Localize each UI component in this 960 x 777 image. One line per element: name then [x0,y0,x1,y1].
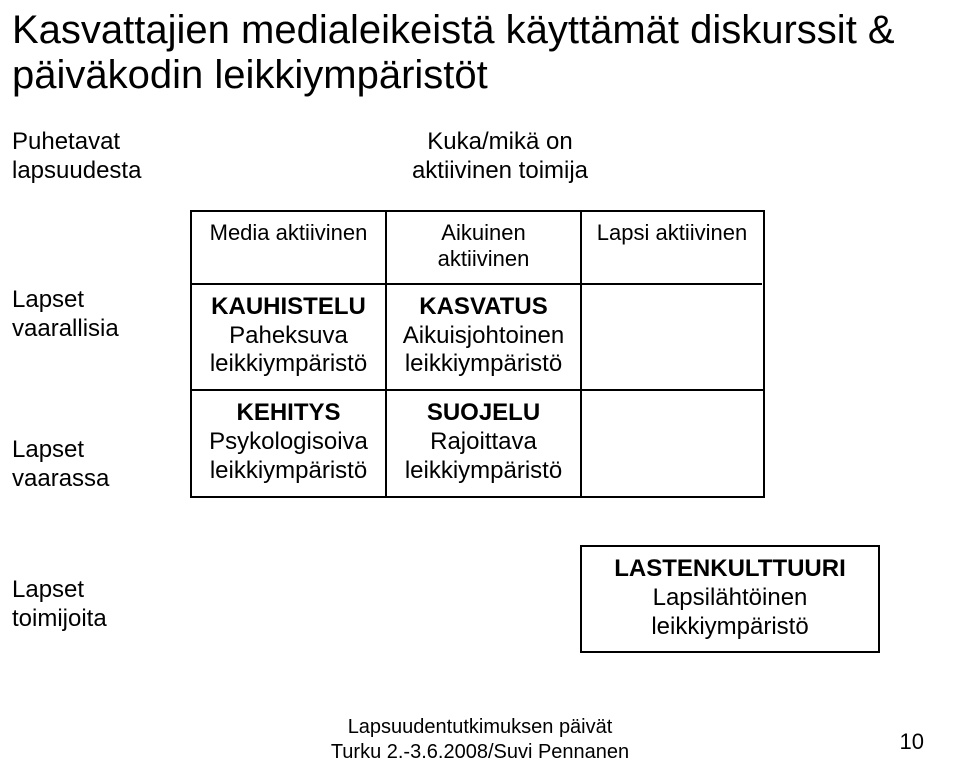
page-number: 10 [900,729,924,755]
row-axis-label-l1: Puhetavat [12,128,120,155]
cell-r2c3 [582,391,762,495]
grid-header-row: Media aktiivinen Aikuinen aktiivinen Lap… [192,212,763,285]
footer: Lapsuudentutkimuksen päivät Turku 2.-3.6… [0,715,960,765]
column-axis-label-l2: aktiivinen toimija [412,157,588,184]
cell-r2c2-title: SUOJELU [427,399,540,426]
footer-l1: Lapsuudentutkimuksen päivät [348,716,613,738]
child-culture-l3: leikkiympäristö [651,613,808,640]
cell-r1c2-l3: leikkiympäristö [405,350,562,377]
col-3-header: Lapsi aktiivinen [582,212,762,285]
child-culture-box: LASTENKULTTUURI Lapsilähtöinen leikkiymp… [580,545,880,653]
row-3-label-l2: toimijoita [12,605,107,632]
page-title: Kasvattajien medialeikeistä käyttämät di… [12,8,932,98]
cell-r1c1-l3: leikkiympäristö [210,350,367,377]
cell-r2c1-l2: Psykologisoiva [209,428,368,455]
row-1-label-l2: vaarallisia [12,315,119,342]
cell-r1c1-l2: Paheksuva [229,322,348,349]
row-2-label-l1: Lapset [12,436,84,463]
cell-r2c1-title: KEHITYS [236,399,340,426]
cell-r1c2-l2: Aikuisjohtoinen [403,322,564,349]
cell-r1c1-title: KAUHISTELU [211,293,366,320]
row-2-label: Lapset vaarassa [12,436,109,494]
cell-r1c3 [582,285,762,389]
col-2-header: Aikuinen aktiivinen [387,212,582,285]
cell-r2c1-l3: leikkiympäristö [210,457,367,484]
row-axis-label-l2: lapsuudesta [12,157,141,184]
row-3-label: Lapset toimijoita [12,576,107,634]
col-1-header: Media aktiivinen [192,212,387,285]
column-axis-label-l1: Kuka/mikä on [427,128,572,155]
cell-r2c2-l2: Rajoittava [430,428,537,455]
row-1-label: Lapset vaarallisia [12,286,119,344]
cell-r2c2-l3: leikkiympäristö [405,457,562,484]
child-culture-l2: Lapsilähtöinen [653,584,808,611]
cell-r2c2: SUOJELU Rajoittava leikkiympäristö [387,391,582,495]
cell-r1c2-title: KASVATUS [419,293,547,320]
grid-row-2: KEHITYS Psykologisoiva leikkiympäristö S… [192,391,763,495]
footer-l2: Turku 2.-3.6.2008/Suvi Pennanen [331,741,629,763]
grid-row-1: KAUHISTELU Paheksuva leikkiympäristö KAS… [192,285,763,391]
row-2-label-l2: vaarassa [12,465,109,492]
row-1-label-l1: Lapset [12,286,84,313]
row-3-label-l1: Lapset [12,576,84,603]
cell-r1c2: KASVATUS Aikuisjohtoinen leikkiympäristö [387,285,582,389]
column-axis-label: Kuka/mikä on aktiivinen toimija [370,128,630,186]
discourse-grid: Media aktiivinen Aikuinen aktiivinen Lap… [190,210,765,498]
cell-r2c1: KEHITYS Psykologisoiva leikkiympäristö [192,391,387,495]
cell-r1c1: KAUHISTELU Paheksuva leikkiympäristö [192,285,387,389]
child-culture-title: LASTENKULTTUURI [614,555,846,582]
row-axis-label: Puhetavat lapsuudesta [12,128,141,186]
